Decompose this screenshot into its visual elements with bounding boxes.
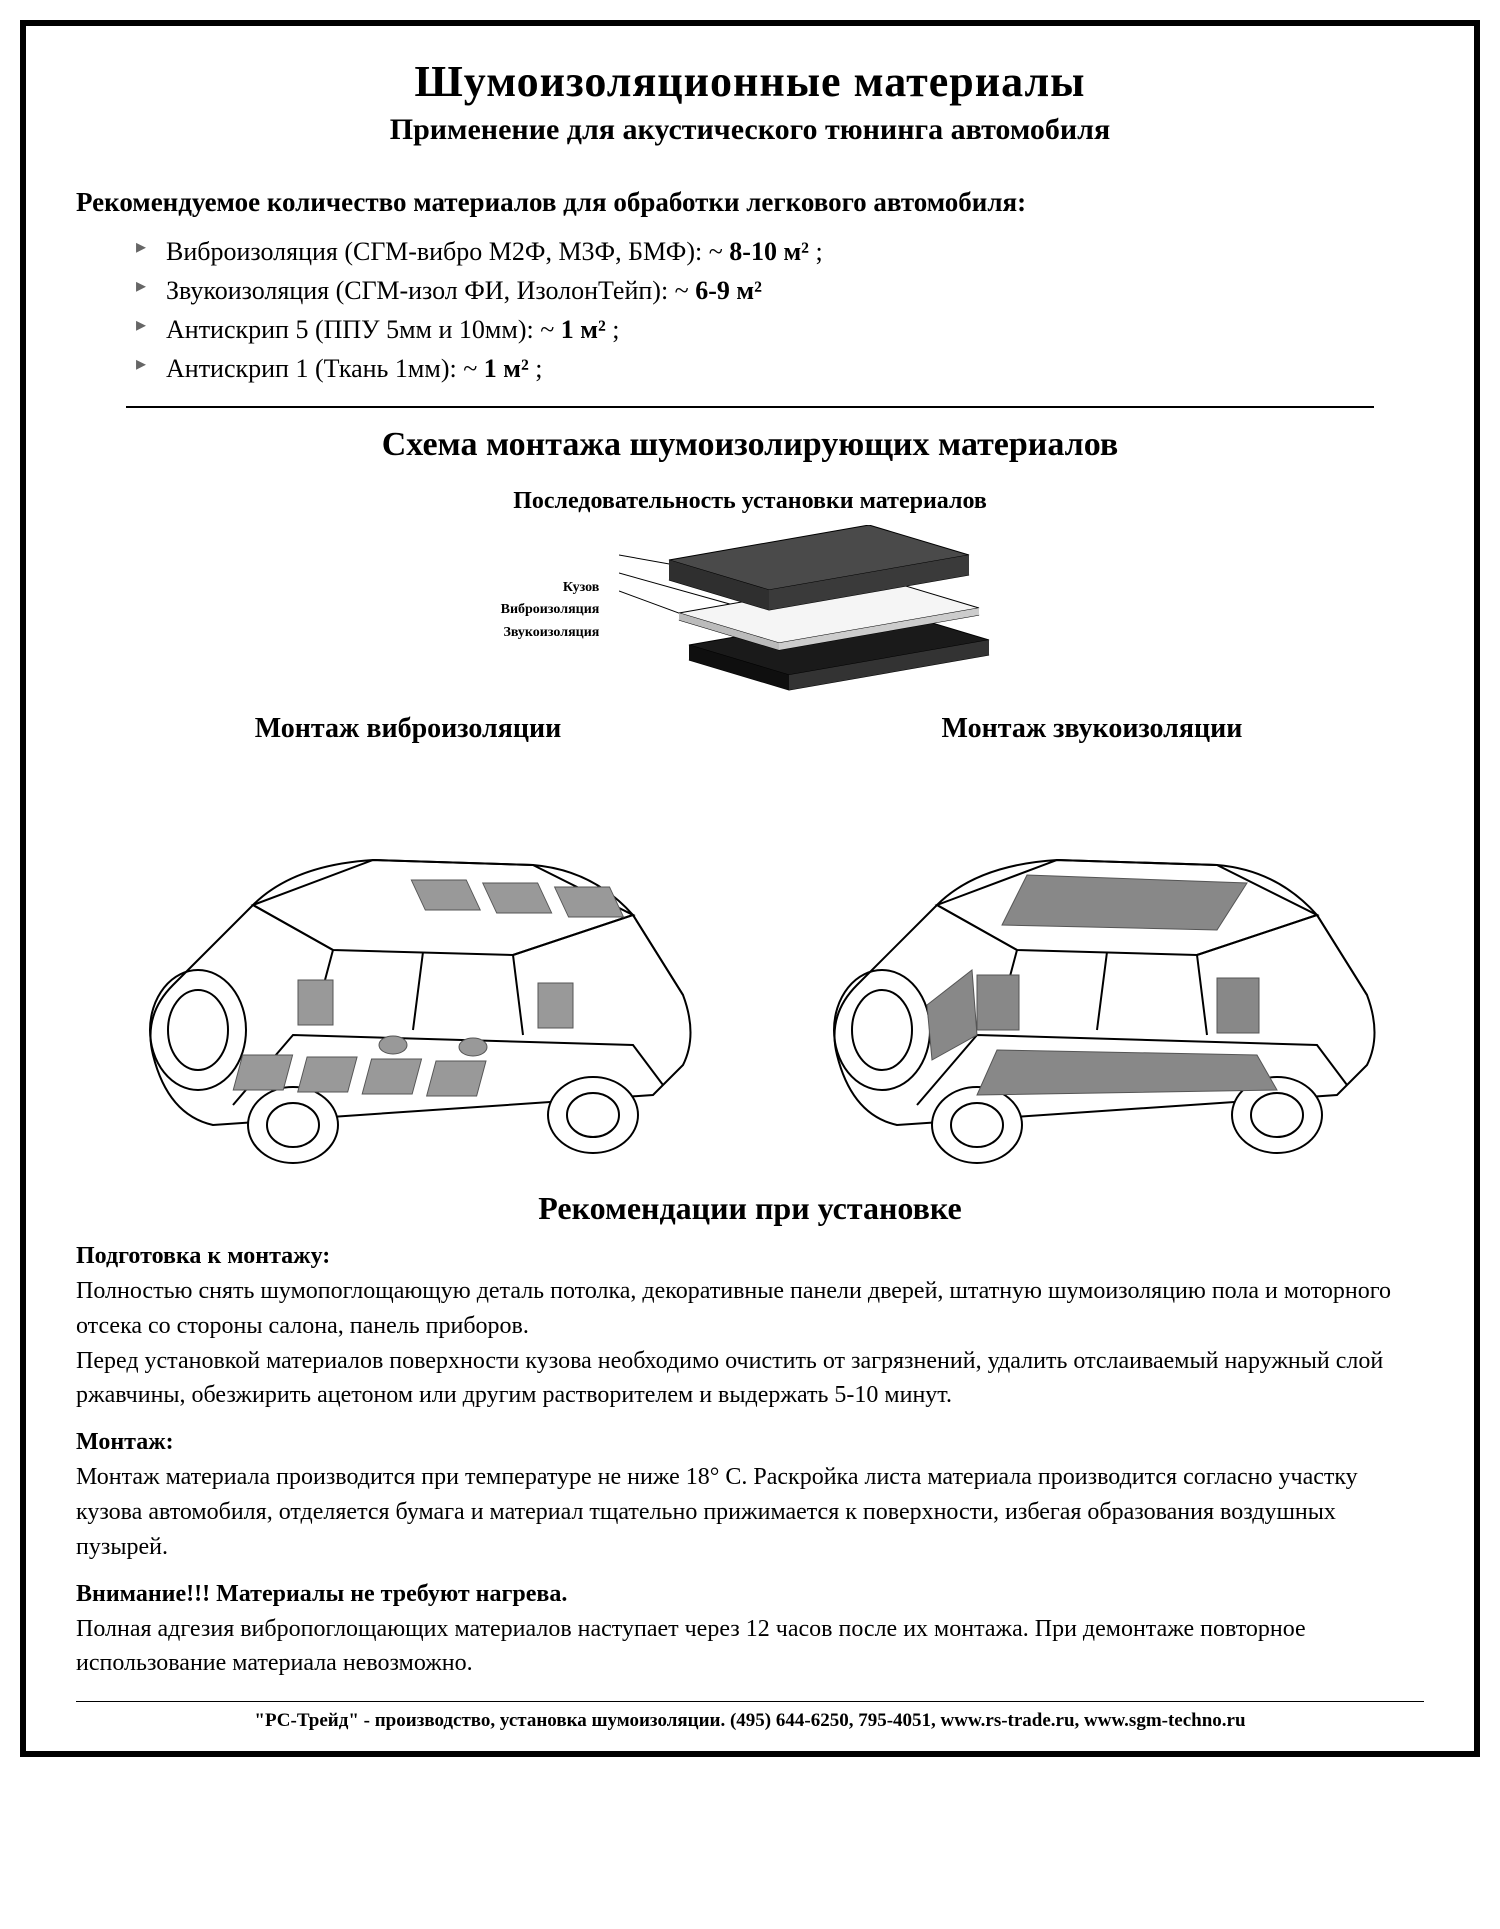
sequence-title: Последовательность установки материалов [76,488,1424,515]
section-heading: Монтаж: [76,1429,1424,1456]
car-sound-diagram-icon [777,755,1407,1175]
paragraph: Полностью снять шумопоглощающую деталь п… [76,1274,1424,1344]
item-value: 8-10 м² [729,237,809,266]
list-item: Виброизоляция (СГМ-вибро М2Ф, М3Ф, БМФ):… [166,232,1424,271]
scheme-title: Схема монтажа шумоизолирующих материалов [76,426,1424,464]
paragraph: Перед установкой материалов поверхности … [76,1344,1424,1414]
paragraph: Полная адгезия вибропоглощающих материал… [76,1612,1424,1682]
item-suffix: ; [529,354,543,383]
layers-figure: Кузов Виброизоляция Звукоизоляция [76,525,1424,695]
car-left-title: Монтаж виброизоляции [76,713,740,745]
layers-diagram-icon [619,525,999,695]
list-item: Антискрип 1 (Ткань 1мм): ~ 1 м² ; [166,349,1424,388]
car-left-column: Монтаж виброизоляции [76,713,740,1180]
section-heading: Внимание!!! Материалы не требуют нагрева… [76,1581,1424,1608]
section: Подготовка к монтажу: Полностью снять шу… [76,1243,1424,1413]
item-text: Антискрип 1 (Ткань 1мм): ~ [166,354,484,383]
car-diagrams-row: Монтаж виброизоляции [76,713,1424,1180]
section: Внимание!!! Материалы не требуют нагрева… [76,1581,1424,1682]
paragraph: Монтаж материала производится при темпер… [76,1460,1424,1564]
item-text: Виброизоляция (СГМ-вибро М2Ф, М3Ф, БМФ):… [166,237,729,266]
layer-label: Кузов [501,578,600,598]
list-item: Антискрип 5 (ППУ 5мм и 10мм): ~ 1 м² ; [166,310,1424,349]
item-value: 6-9 м² [695,276,762,305]
footer-text: "РС-Трейд" - производство, установка шум… [76,1702,1424,1736]
rec-heading: Рекомендуемое количество материалов для … [76,187,1424,218]
section: Монтаж: Монтаж материала производится пр… [76,1429,1424,1564]
car-vibro-diagram-icon [93,755,723,1175]
recommendations-title: Рекомендации при установке [76,1190,1424,1227]
item-text: Антискрип 5 (ППУ 5мм и 10мм): ~ [166,315,561,344]
car-right-column: Монтаж звукоизоляции [760,713,1424,1180]
layer-label: Виброизоляция [501,600,600,620]
subtitle: Применение для акустического тюнинга авт… [76,113,1424,147]
item-text: Звукоизоляция (СГМ-изол ФИ, ИзолонТейп):… [166,276,695,305]
item-suffix: ; [606,315,620,344]
item-value: 1 м² [484,354,529,383]
document-page: Шумоизоляционные материалы Применение дл… [20,20,1480,1757]
item-suffix: ; [809,237,823,266]
layer-label: Звукоизоляция [501,623,600,643]
main-title: Шумоизоляционные материалы [76,56,1424,107]
item-value: 1 м² [561,315,606,344]
section-heading: Подготовка к монтажу: [76,1243,1424,1270]
car-right-title: Монтаж звукоизоляции [760,713,1424,745]
layer-labels: Кузов Виброизоляция Звукоизоляция [501,578,600,643]
list-item: Звукоизоляция (СГМ-изол ФИ, ИзолонТейп):… [166,271,1424,310]
divider [126,406,1374,408]
materials-list: Виброизоляция (СГМ-вибро М2Ф, М3Ф, БМФ):… [76,232,1424,388]
